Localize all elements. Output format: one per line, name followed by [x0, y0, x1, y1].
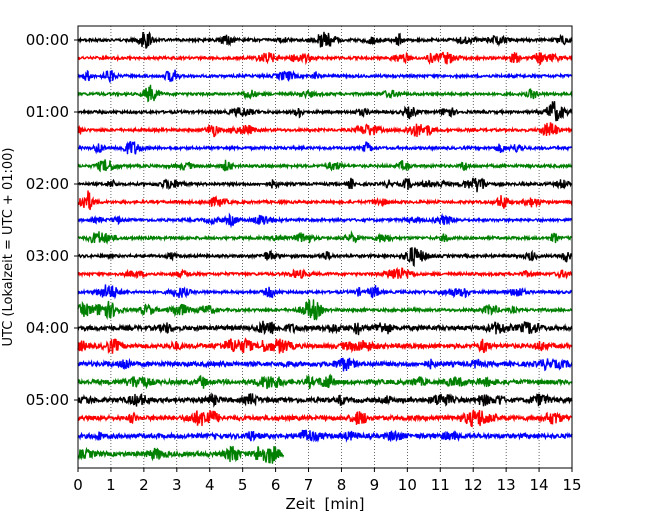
trace-0115	[77, 122, 573, 138]
trace-0100	[77, 101, 573, 122]
x-tick-label-12: 12	[464, 476, 483, 494]
y-axis-ticks: 00:00 01:00 02:00 03:00 04:00 05:00	[26, 31, 78, 409]
x-axis-ticks: 0 1 2 3 4 5 6 7 8 9 10 11 12 13 14 15	[73, 468, 582, 494]
trace-0045	[77, 84, 573, 103]
y-tick-label-05:00: 05:00	[26, 391, 69, 409]
trace-0315	[77, 266, 573, 280]
trace-0515	[77, 409, 573, 428]
x-tick-label-9: 9	[370, 476, 380, 494]
x-tick-label-13: 13	[497, 476, 516, 494]
trace-0415	[77, 337, 573, 355]
x-tick-label-3: 3	[172, 476, 182, 494]
trace-0015	[77, 51, 573, 66]
x-tick-label-2: 2	[139, 476, 149, 494]
x-tick-label-7: 7	[304, 476, 314, 494]
trace-0345	[77, 298, 573, 321]
trace-0300	[77, 247, 573, 268]
trace-0000	[77, 31, 573, 49]
y-tick-label-00:00: 00:00	[26, 31, 69, 49]
trace-0545	[77, 445, 285, 464]
y-axis-label: UTC (Lokalzeit = UTC + 01:00)	[1, 148, 16, 347]
trace-0445	[77, 373, 573, 390]
seismic-traces	[77, 31, 573, 464]
x-tick-label-1: 1	[106, 476, 116, 494]
trace-0215	[77, 190, 573, 211]
trace-0400	[77, 320, 573, 336]
y-tick-label-01:00: 01:00	[26, 103, 69, 121]
x-tick-label-11: 11	[431, 476, 450, 494]
y-tick-label-02:00: 02:00	[26, 175, 69, 193]
trace-0330	[77, 284, 573, 300]
y-tick-label-03:00: 03:00	[26, 247, 69, 265]
trace-0030	[77, 69, 573, 83]
trace-0245	[77, 230, 573, 245]
trace-0430	[77, 357, 573, 372]
x-tick-label-4: 4	[205, 476, 215, 494]
x-tick-label-15: 15	[562, 476, 581, 494]
y-tick-label-04:00: 04:00	[26, 319, 69, 337]
trace-0200	[77, 177, 573, 193]
x-tick-label-14: 14	[530, 476, 549, 494]
x-tick-label-10: 10	[398, 476, 417, 494]
trace-0230	[77, 212, 573, 229]
trace-0530	[77, 429, 573, 443]
x-tick-label-6: 6	[271, 476, 281, 494]
x-axis-label: Zeit [min]	[285, 495, 364, 513]
trace-0500	[77, 392, 573, 408]
x-tick-label-8: 8	[337, 476, 347, 494]
x-tick-label-0: 0	[73, 476, 83, 494]
plot-frame	[77, 25, 573, 469]
trace-0130	[77, 141, 573, 155]
trace-0145	[77, 159, 573, 173]
x-tick-label-5: 5	[238, 476, 248, 494]
